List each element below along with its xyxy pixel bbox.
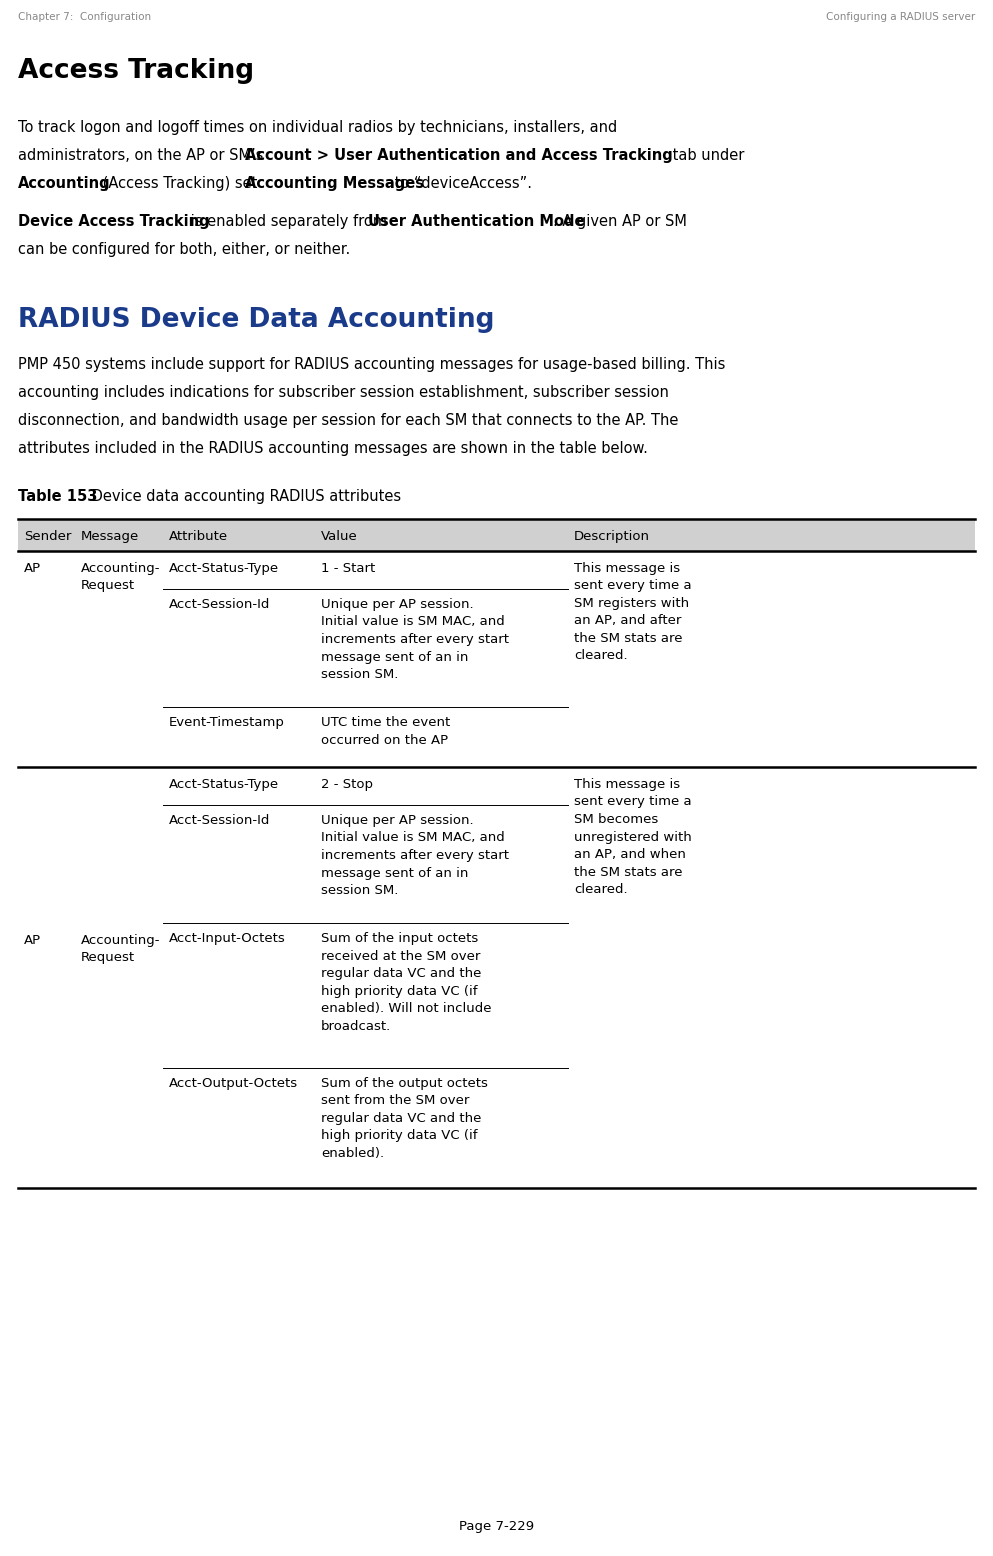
Text: Description: Description: [574, 531, 650, 543]
Text: This message is
sent every time a
SM becomes
unregistered with
an AP, and when
t: This message is sent every time a SM bec…: [574, 778, 692, 896]
Text: Configuring a RADIUS server: Configuring a RADIUS server: [826, 12, 975, 22]
Text: Value: Value: [321, 531, 357, 543]
Text: Acct-Session-Id: Acct-Session-Id: [169, 814, 270, 826]
Text: disconnection, and bandwidth usage per session for each SM that connects to the : disconnection, and bandwidth usage per s…: [18, 412, 678, 428]
Text: is enabled separately from: is enabled separately from: [186, 215, 391, 229]
Text: (Access Tracking) set: (Access Tracking) set: [98, 176, 262, 191]
Text: . A given AP or SM: . A given AP or SM: [553, 215, 687, 229]
Text: Access Tracking: Access Tracking: [18, 58, 254, 84]
Text: Chapter 7:  Configuration: Chapter 7: Configuration: [18, 12, 151, 22]
Text: Sum of the input octets
received at the SM over
regular data VC and the
high pri: Sum of the input octets received at the …: [321, 932, 492, 1033]
Text: Account > User Authentication and Access Tracking: Account > User Authentication and Access…: [245, 148, 672, 163]
Text: Accounting Messages: Accounting Messages: [245, 176, 424, 191]
Text: User Authentication Mode: User Authentication Mode: [368, 215, 585, 229]
Text: Acct-Input-Octets: Acct-Input-Octets: [169, 932, 286, 944]
Text: AP: AP: [24, 934, 41, 948]
Text: PMP 450 systems include support for RADIUS accounting messages for usage-based b: PMP 450 systems include support for RADI…: [18, 356, 725, 372]
Text: Accounting-
Request: Accounting- Request: [81, 934, 161, 965]
Text: Sum of the output octets
sent from the SM over
regular data VC and the
high prio: Sum of the output octets sent from the S…: [321, 1077, 488, 1161]
Text: This message is
sent every time a
SM registers with
an AP, and after
the SM stat: This message is sent every time a SM reg…: [574, 562, 692, 663]
Text: To track logon and logoff times on individual radios by technicians, installers,: To track logon and logoff times on indiv…: [18, 120, 618, 135]
Text: AP: AP: [24, 562, 41, 576]
Text: Accounting: Accounting: [18, 176, 110, 191]
Text: Unique per AP session.
Initial value is SM MAC, and
increments after every start: Unique per AP session. Initial value is …: [321, 814, 509, 896]
Text: Attribute: Attribute: [169, 531, 228, 543]
Text: Acct-Status-Type: Acct-Status-Type: [169, 562, 279, 576]
Text: attributes included in the RADIUS accounting messages are shown in the table bel: attributes included in the RADIUS accoun…: [18, 440, 647, 456]
Text: can be configured for both, either, or neither.: can be configured for both, either, or n…: [18, 243, 351, 257]
Text: Unique per AP session.
Initial value is SM MAC, and
increments after every start: Unique per AP session. Initial value is …: [321, 598, 509, 682]
Text: Page 7-229: Page 7-229: [459, 1520, 534, 1533]
Text: Accounting-
Request: Accounting- Request: [81, 562, 161, 593]
Text: Acct-Session-Id: Acct-Session-Id: [169, 598, 270, 612]
Text: 1 - Start: 1 - Start: [321, 562, 375, 576]
Text: Acct-Status-Type: Acct-Status-Type: [169, 778, 279, 790]
Text: UTC time the event
occurred on the AP: UTC time the event occurred on the AP: [321, 716, 450, 747]
Text: administrators, on the AP or SM’s: administrators, on the AP or SM’s: [18, 148, 268, 163]
Text: Table 153: Table 153: [18, 489, 97, 504]
Text: Event-Timestamp: Event-Timestamp: [169, 716, 285, 730]
Text: 2 - Stop: 2 - Stop: [321, 778, 373, 790]
Text: Message: Message: [81, 531, 139, 543]
Text: Acct-Output-Octets: Acct-Output-Octets: [169, 1077, 298, 1091]
Text: RADIUS Device Data Accounting: RADIUS Device Data Accounting: [18, 307, 495, 333]
Text: Device Access Tracking: Device Access Tracking: [18, 215, 210, 229]
Text: tab under: tab under: [668, 148, 745, 163]
Bar: [18, 520, 975, 551]
Text: accounting includes indications for subscriber session establishment, subscriber: accounting includes indications for subs…: [18, 384, 669, 400]
Text: Device data accounting RADIUS attributes: Device data accounting RADIUS attributes: [87, 489, 401, 504]
Text: Sender: Sender: [24, 531, 71, 543]
Text: to “deviceAccess”.: to “deviceAccess”.: [390, 176, 532, 191]
